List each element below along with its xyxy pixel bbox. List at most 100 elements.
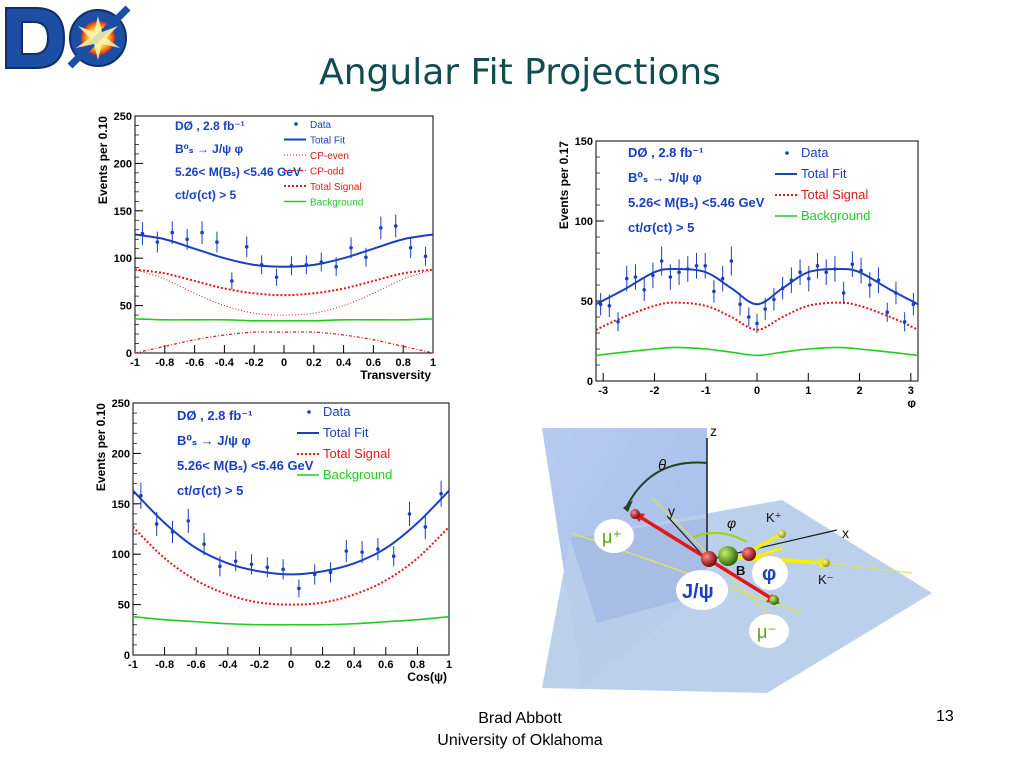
x-tick-label: -0.6 [185,357,204,369]
data-point [729,259,734,263]
data-point [304,263,309,267]
y-tick-label: 100 [575,216,593,228]
data-point [230,279,234,283]
data-point [763,307,768,311]
series-line-total-fit [595,267,919,306]
data-point [738,302,742,306]
data-point [859,268,863,273]
series-line-background [132,615,450,626]
y-tick-label: 100 [112,549,130,561]
legend-label: Total Signal [310,182,362,193]
data-point [902,320,907,324]
data-point [841,291,846,295]
x-tick-label: 0.2 [306,357,321,369]
data-point [312,572,317,577]
data-point [423,254,428,259]
data-point [274,275,279,279]
y-tick-label: 200 [112,448,130,460]
x-tick-label: 0 [754,385,760,397]
data-point [850,262,855,266]
legend-label: Total Fit [801,166,847,181]
data-point [885,310,890,314]
data-point [616,320,620,324]
data-point [408,245,413,250]
plot-frame [132,402,450,656]
data-point [798,270,802,274]
phi-arc [691,531,748,543]
annotation-line: 5.26< M(Bₛ) <5.46 GeV [175,165,301,179]
mu-plus-label: μ⁺ [602,527,622,547]
legend-label: Total Fit [323,425,369,440]
data-point [642,288,646,292]
data-point [200,230,204,235]
annotation-line: DØ , 2.8 fb⁻¹ [628,145,703,160]
jpsi-label: J/ψ [682,581,714,603]
x-tick-label: 0.8 [396,357,411,369]
data-point [806,276,811,281]
decay-angles-diagram: z θ y φ K⁺ x μ⁺ B φ J/ψ K⁻ μ⁻ [542,418,932,696]
x-axis-label: Cos(ψ) [407,670,447,684]
data-point [186,519,191,523]
phi-angle-label: φ [727,515,736,531]
data-point [249,562,254,567]
x-tick-label: -1 [701,385,711,397]
x-axis-label: φ [907,396,916,408]
data-point [703,264,708,268]
jpsi-bubble [676,570,728,610]
affiliation: University of Oklahoma [437,732,603,749]
x-tick-label: -0.8 [155,357,174,369]
b-meson-ball [718,546,738,566]
x-tick-label: 0.8 [410,659,425,671]
annotation-line: B⁰ₛ → J/ψ φ [175,142,244,156]
annotation-line: 5.26< M(Bₛ) <5.46 GeV [628,195,765,210]
y-tick-label: 250 [112,398,130,410]
legend-label: Background [801,208,870,223]
phi-particle-label: φ [762,563,776,585]
data-point [259,263,264,267]
plot-frame [595,140,919,382]
x-tick-label: -0.2 [250,659,269,671]
data-point [876,278,881,282]
legend-label: CP-odd [310,167,344,178]
data-point [815,264,820,268]
phi-ball [742,547,756,561]
data-point [344,549,349,553]
data-point [659,259,664,263]
k-plus-label: K⁺ [766,510,782,525]
k-plus-ball [778,530,786,538]
data-point [624,276,629,281]
data-point [789,278,794,282]
legend-label: Total Fit [310,136,345,147]
data-point [360,550,364,554]
data-point [140,231,145,236]
x-tick-label: -3 [598,385,608,397]
y-tick-label: 0 [124,650,130,662]
x-tick-label: -0.4 [215,357,235,369]
data-point [154,522,159,526]
mu-plus-bubble [594,519,634,553]
footer: Brad Abbott University of Oklahoma [380,708,660,752]
series-line-total-fit [134,233,434,268]
data-point [720,276,725,281]
data-point [155,240,160,244]
legend-marker-data [294,122,298,126]
data-point [364,255,368,260]
y-tick-label: 200 [114,158,132,170]
data-point [677,270,681,274]
data-point [289,263,294,268]
d0-logo: DØ [5,5,131,69]
data-point [772,297,776,302]
k-minus-label: K⁻ [818,572,834,587]
data-point [139,493,143,498]
legend-label: Data [310,120,332,131]
data-point [391,554,396,559]
y-tick-label: 50 [118,600,130,612]
data-point [281,567,285,572]
data-point [824,270,829,274]
x-tick-label: 0 [288,659,294,671]
mu-plus-ball [630,509,640,519]
data-point [170,230,175,235]
x-tick-label: 3 [908,385,914,397]
slide-title: Angular Fit Projections [319,52,721,93]
y-axis-label: Events per 0.17 [557,141,571,229]
